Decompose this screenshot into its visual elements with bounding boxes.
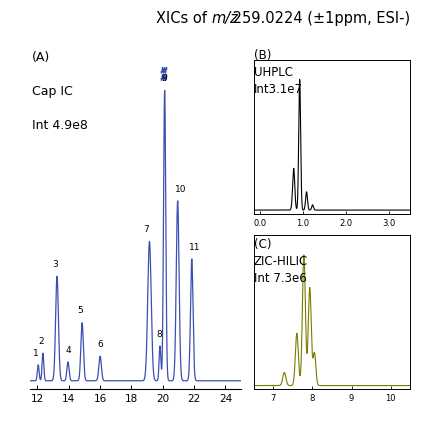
Text: 10: 10 xyxy=(175,184,187,193)
Text: 3: 3 xyxy=(52,260,58,269)
Text: ZIC-HILIC: ZIC-HILIC xyxy=(254,255,308,268)
Text: 5: 5 xyxy=(77,306,83,315)
Text: UHPLC: UHPLC xyxy=(254,66,293,79)
Text: 6: 6 xyxy=(97,340,103,349)
Text: 259.0224 (±1ppm, ESI-): 259.0224 (±1ppm, ESI-) xyxy=(228,11,411,26)
Text: Cap IC: Cap IC xyxy=(32,85,72,98)
Text: 7: 7 xyxy=(143,225,149,234)
Text: m/z: m/z xyxy=(212,11,238,26)
Text: 2: 2 xyxy=(38,337,44,346)
Text: Int 7.3e6: Int 7.3e6 xyxy=(254,272,307,285)
Text: XICs of: XICs of xyxy=(156,11,212,26)
Text: 9: 9 xyxy=(161,74,167,83)
Text: Int3.1e7: Int3.1e7 xyxy=(254,83,303,96)
Text: 8: 8 xyxy=(156,330,162,339)
Text: 4: 4 xyxy=(65,346,71,355)
Text: 11: 11 xyxy=(189,243,201,252)
Text: (A): (A) xyxy=(32,51,50,63)
Text: Int 4.9e8: Int 4.9e8 xyxy=(32,119,88,132)
Text: (B): (B) xyxy=(254,49,271,62)
Text: 1: 1 xyxy=(33,348,38,357)
Text: (C): (C) xyxy=(254,238,271,250)
